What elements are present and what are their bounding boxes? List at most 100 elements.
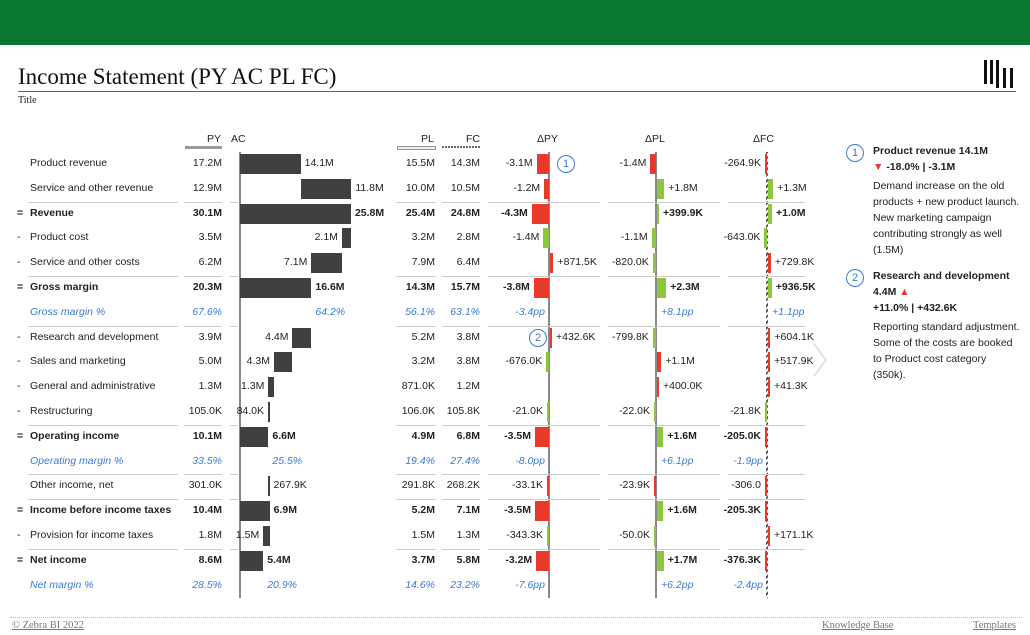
ac-value: 14.1M: [304, 157, 334, 169]
delta-value-dfc: -205.0K: [723, 429, 761, 442]
table-row: - Provision for income taxes 1.8M 1.5M 1.3M 1…: [0, 524, 820, 549]
footer-divider: [10, 617, 1022, 618]
pl-legend-mark: [397, 146, 436, 150]
row-label: Operating income: [30, 429, 120, 442]
ac-value: 16.6M: [315, 281, 345, 293]
delta-value-dpl: +1.6M: [667, 504, 697, 517]
row-label: Net margin %: [30, 578, 94, 591]
table-row: Product revenue 17.2M 15.5M 14.3M 14.1M -3.1M…: [0, 152, 820, 177]
delta-value-dpl: +1.8M: [668, 181, 698, 194]
row-separator: [184, 325, 222, 327]
fc-value: 3.8M: [456, 355, 480, 368]
copyright-link[interactable]: © Zebra BI 2022: [12, 620, 84, 631]
py-value: 1.8M: [198, 529, 222, 541]
row-prefix: =: [17, 206, 24, 219]
table-row: - Research and development 3.9M 5.2M 3.8M 4.4…: [0, 326, 820, 351]
table-row: - Sales and marketing 5.0M 3.2M 3.8M 4.3M -676…: [0, 350, 820, 375]
delta-bar-dpl: [650, 154, 656, 174]
column-header-delta-py: ΔPY: [537, 133, 559, 145]
ac-value: 1.5M: [235, 529, 260, 541]
delta-value-dfc: +41.3K: [774, 380, 808, 393]
row-separator: [230, 325, 238, 327]
delta-bar-dfc: [768, 377, 770, 398]
fc-value: 6.4M: [456, 256, 480, 269]
delta-value-dpy: +871.5K: [557, 256, 597, 269]
delta-bar-dpy: [550, 327, 552, 348]
delta-value-dfc: -264.9K: [724, 157, 761, 169]
templates-link[interactable]: Templates: [973, 620, 1016, 631]
delta-bar-dfc: [765, 154, 767, 174]
delta-bar-dpy: [543, 228, 549, 249]
pl-value: 19.4%: [405, 454, 435, 467]
py-value: 3.5M: [198, 231, 222, 244]
ac-waterfall-bar: [240, 426, 269, 447]
ac-value: 4.3M: [246, 355, 270, 368]
row-prefix: =: [17, 281, 24, 293]
py-value: 6.2M: [198, 256, 222, 269]
row-separator: [442, 499, 480, 501]
ac-waterfall-bar: [311, 253, 342, 274]
delta-bar-dpy: [547, 402, 549, 422]
chevron-right-icon[interactable]: [812, 343, 828, 377]
delta-bar-dpl: [654, 476, 656, 497]
row-label: Product revenue: [30, 157, 108, 169]
fc-value: 1.3M: [456, 529, 480, 541]
delta-value-dpl: -1.1M: [620, 231, 648, 244]
row-prefix: -: [17, 380, 21, 393]
delta-value-dpl: +1.1M: [665, 355, 695, 368]
row-label: Product cost: [30, 231, 89, 244]
delta-value-dfc: -205.3K: [723, 504, 761, 517]
fc-value: 1.2M: [456, 380, 480, 393]
column-header-ac: AC: [231, 133, 246, 145]
table-row: = Net income 8.6M 3.7M 5.8M 5.4M -3.2M +1.7M -37…: [0, 549, 820, 574]
ac-waterfall-bar: [240, 278, 312, 298]
knowledge-base-link[interactable]: Knowledge Base: [822, 620, 894, 631]
row-separator: [396, 548, 436, 550]
comment-marker-2[interactable]: 2: [529, 328, 547, 347]
row-separator: [184, 276, 222, 277]
delta-value-dpl: -50.0K: [619, 529, 650, 541]
column-header-delta-pl: ΔPL: [645, 133, 665, 145]
delta-bar-dpl: [657, 377, 659, 398]
row-prefix: -: [17, 330, 21, 343]
table-row: - Restructuring 105.0K 106.0K 105.8K 84.0K -21…: [0, 400, 820, 425]
delta-value-dfc: -643.0K: [723, 231, 761, 244]
comment-number-1[interactable]: 1: [846, 144, 864, 162]
ac-waterfall-bar: [273, 352, 293, 373]
pl-value: 291.8K: [401, 479, 435, 492]
row-separator: [728, 499, 805, 501]
delta-bar-dpl: [657, 501, 664, 522]
table-row: Net margin % 28.5% 14.6% 23.2% 20.9% -7.6pp +6…: [0, 574, 820, 599]
row-separator: [396, 499, 436, 501]
row-separator: [488, 499, 600, 501]
delta-value-dfc: -21.8K: [730, 405, 761, 417]
table-row: Gross margin % 67.6% 56.1% 63.1% 64.2% -3.4pp…: [0, 301, 820, 326]
row-separator: [442, 201, 480, 203]
ac-axis: [239, 152, 241, 598]
comment-number-2[interactable]: 2: [846, 269, 864, 287]
column-header-pl: PL: [421, 133, 434, 145]
delta-bar-dfc: [768, 178, 774, 199]
ac-waterfall-bar: [268, 402, 270, 422]
fc-value: 15.7M: [450, 281, 480, 293]
fc-value: 6.8M: [456, 429, 480, 442]
table-row: - Product cost 3.5M 3.2M 2.8M 2.1M -1.4M -1.1M -…: [0, 226, 820, 251]
pl-value: 5.2M: [411, 504, 435, 517]
table-row: = Income before income taxes 10.4M 5.2M 7.1M…: [0, 499, 820, 524]
delta-value-dfc: +936.5K: [775, 281, 816, 293]
row-label: Other income, net: [30, 479, 114, 492]
pl-value: 56.1%: [405, 305, 435, 318]
ac-value: 1.3M: [241, 380, 265, 393]
delta-value-dpl: +399.9K: [663, 206, 703, 219]
fc-value: 2.8M: [456, 231, 480, 244]
row-separator: [488, 474, 600, 476]
delta-bar-dpl: [651, 228, 656, 249]
row-separator: [442, 424, 480, 426]
delta-bar-dpl: [654, 402, 656, 422]
comment-marker-1[interactable]: 1: [557, 155, 575, 173]
fc-value: 23.2%: [450, 578, 480, 591]
delta-value-dpy: -21.0K: [512, 405, 543, 417]
row-prefix: -: [17, 231, 21, 244]
fc-value: 27.4%: [450, 454, 480, 467]
row-separator: [728, 276, 805, 277]
